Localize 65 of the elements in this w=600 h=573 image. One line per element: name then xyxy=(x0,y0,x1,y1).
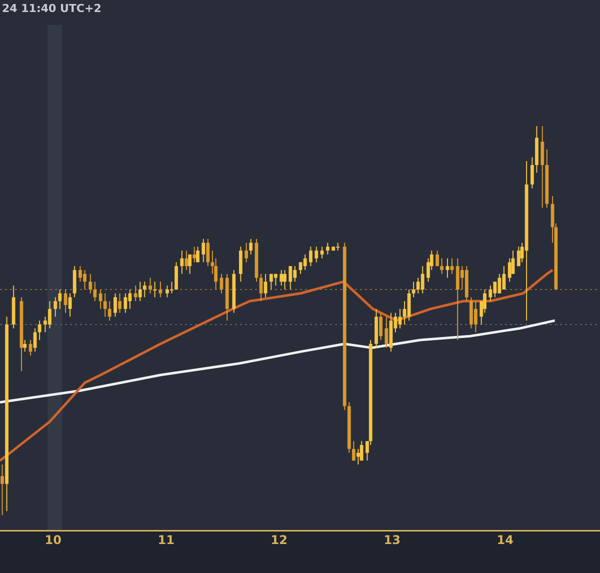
candlestick xyxy=(530,156,534,189)
candlestick xyxy=(158,281,162,298)
candlestick xyxy=(309,246,312,267)
candlestick xyxy=(379,312,382,341)
text: 24 11:40 UTC+2 xyxy=(2,2,102,15)
candlestick xyxy=(264,273,268,298)
x-tick-label: 13 xyxy=(384,532,400,547)
candlestick xyxy=(142,281,146,298)
candlestick xyxy=(314,246,318,263)
candlestick xyxy=(412,281,416,298)
candlestick xyxy=(436,250,439,267)
candlestick xyxy=(384,316,388,348)
candlestick xyxy=(244,242,248,263)
candlestick xyxy=(420,266,424,294)
candlestick xyxy=(202,238,206,263)
candlestick xyxy=(58,288,62,310)
candlestick xyxy=(33,328,37,352)
candlestick xyxy=(483,288,486,314)
candlestick xyxy=(303,254,307,271)
x-tick-label: 10 xyxy=(44,532,62,547)
candlestick xyxy=(283,270,286,290)
x-tick-label: 14 xyxy=(496,532,514,547)
candlestick xyxy=(88,273,92,294)
candlestick xyxy=(398,308,402,329)
candlestick xyxy=(108,300,112,322)
candlestick xyxy=(288,266,292,290)
candlestick xyxy=(360,440,364,462)
candlestick xyxy=(153,281,157,298)
candlestick xyxy=(68,292,72,318)
candlestick xyxy=(23,340,27,352)
candlestick xyxy=(196,246,200,263)
candlestick xyxy=(134,285,138,302)
candlestick xyxy=(124,292,128,314)
candlestick xyxy=(114,292,117,318)
candlestick xyxy=(54,296,58,318)
candlestick xyxy=(103,292,107,318)
candlestick xyxy=(450,258,454,274)
candlestick xyxy=(0,464,4,516)
candlestick xyxy=(440,258,444,274)
candlestick xyxy=(72,266,76,298)
candlestick xyxy=(508,258,512,282)
candlestick xyxy=(93,281,97,302)
candlestick xyxy=(516,246,520,267)
candlestick xyxy=(174,262,178,290)
candlestick xyxy=(356,448,360,465)
candlestick xyxy=(98,288,102,310)
x-tick-label: 12 xyxy=(270,532,288,547)
candlestick xyxy=(206,238,210,267)
candlestick xyxy=(188,254,192,274)
candlestick xyxy=(118,292,122,314)
candlestick xyxy=(192,246,196,263)
candlestick xyxy=(148,277,152,294)
candlestick xyxy=(138,281,142,302)
candlestick xyxy=(540,126,544,208)
candlestick xyxy=(249,238,253,255)
x-tick-label: 11 xyxy=(158,532,174,547)
candlestick xyxy=(184,250,188,271)
candlestick xyxy=(488,285,492,302)
candlestick xyxy=(238,246,242,282)
candlestick xyxy=(352,440,356,462)
candlestick xyxy=(180,250,184,274)
candlestick xyxy=(320,246,324,259)
candlestick xyxy=(446,258,450,278)
candlestick xyxy=(280,270,284,286)
candlestick xyxy=(326,242,330,255)
